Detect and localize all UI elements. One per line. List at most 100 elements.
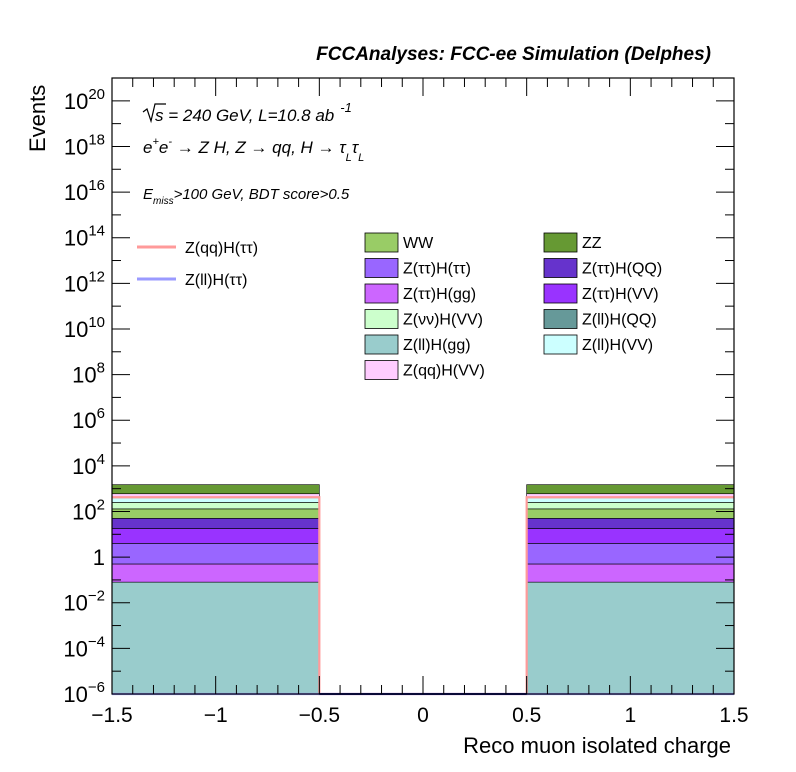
y-tick-base: 10	[72, 499, 96, 524]
y-tick-label: 108	[72, 360, 105, 388]
process-e: e	[143, 138, 152, 157]
y-tick-label: 1018	[64, 131, 105, 159]
cut-sub: miss	[153, 196, 174, 207]
tau-1: τ	[339, 138, 347, 157]
bar-zhvv-bin0	[111, 528, 320, 544]
y-tick-exp: 8	[97, 360, 105, 377]
svg-text:e+e- → Z H, Z → qq, H → τLτL: e+e- → Z H, Z → qq, H → τLτL	[143, 136, 364, 164]
y-tick-base: 10	[72, 408, 96, 433]
sqrt-s-text: s	[155, 106, 164, 125]
x-tick-labels: −1.5 −1 −0.5 0 0.5 1 1.5	[91, 704, 748, 727]
y-tick-exp: 6	[97, 405, 105, 422]
stacked-bars	[111, 484, 735, 695]
y-tick-base: 10	[64, 134, 88, 159]
svg-text:Emiss>100 GeV, BDT score>0.5: Emiss>100 GeV, BDT score>0.5	[143, 186, 350, 207]
legend-swatch-1	[543, 232, 578, 253]
legend-swatch-8	[364, 334, 399, 355]
y-tick-base: 10	[63, 636, 87, 661]
y-tick-base: 10	[72, 454, 96, 479]
bar-zhvv-bin0	[111, 502, 320, 510]
lumi-exponent: -1	[340, 100, 352, 115]
tau-2-sub: L	[358, 152, 364, 164]
bar-zz-bin2	[526, 484, 735, 495]
bar-zz-bin0	[111, 484, 320, 495]
legend-label-signal-0: Z(qq)H(ττ)	[185, 240, 258, 257]
x-tick-label: 0	[417, 704, 429, 727]
y-tick-exp: 20	[88, 86, 105, 103]
y-tick-exp: 14	[88, 223, 105, 240]
tau-2: τ	[352, 138, 360, 157]
y-tick-label: 1014	[64, 223, 105, 251]
y-tick-label: 1012	[64, 268, 105, 296]
bar-zhvv-bin2	[526, 528, 735, 544]
bar-zllhgg-bin2	[526, 581, 735, 695]
y-tick-base: 10	[64, 226, 88, 251]
bar-zh-bin2	[526, 543, 735, 565]
cut-rest: >100 GeV, BDT score>0.5	[174, 186, 350, 203]
y-tick-base: 10	[64, 317, 88, 342]
x-tick-label: −1	[204, 704, 228, 727]
bar-zhqq-bin0	[111, 518, 320, 529]
y-tick-base: 10	[64, 180, 88, 205]
process-e2: e	[159, 138, 168, 157]
legend-label-bg-9: Z(ll)H(VV)	[582, 337, 653, 354]
y-tick-exp: 10	[88, 314, 105, 331]
legend-swatch-6	[364, 309, 399, 329]
bar-zhgg-bin0	[111, 563, 320, 583]
y-tick-labels: 10−610−410−21102104106108101010121014101…	[63, 86, 105, 707]
legend-label-bg-6: Z(νν)H(VV)	[403, 312, 483, 329]
tau-1-sub: L	[346, 152, 352, 164]
x-axis-label: Reco muon isolated charge	[463, 733, 731, 758]
y-axis-label: Events	[25, 85, 50, 152]
y-tick-label: 10−4	[63, 633, 105, 661]
y-tick-exp: 18	[88, 131, 105, 148]
y-tick-exp: −2	[88, 588, 105, 605]
legend-label-bg-4: Z(ττ)H(gg)	[403, 286, 476, 303]
bar-zllhvv-bin0	[111, 497, 320, 503]
bar-zh-bin0	[111, 543, 320, 565]
legend-swatch-3	[543, 258, 578, 278]
axis-ticks	[111, 78, 735, 695]
legend-label-bg-8: Z(ll)H(gg)	[403, 337, 471, 354]
y-tick-label: 10−2	[63, 588, 105, 616]
y-tick-exp: 2	[97, 496, 105, 513]
y-tick-exp: 12	[88, 268, 105, 285]
annotation-cuts: Emiss>100 GeV, BDT score>0.5	[143, 186, 350, 207]
legend-swatch-7	[543, 309, 578, 329]
legend-label-bg-1: ZZ	[582, 235, 602, 252]
x-tick-label: 1	[624, 704, 636, 727]
y-tick-exp: −4	[88, 633, 105, 650]
process-plus: +	[152, 136, 159, 148]
y-tick-label: 106	[72, 405, 105, 433]
y-tick-exp: 16	[88, 177, 105, 194]
y-tick-base: 10	[63, 591, 87, 616]
x-tick-label: 1.5	[719, 704, 748, 727]
y-tick-exp: 4	[97, 451, 105, 468]
bar-zhvv-bin2	[526, 502, 735, 510]
legend-label-bg-3: Z(ττ)H(QQ)	[582, 261, 662, 278]
y-tick-label: 104	[72, 451, 105, 479]
bar-ww-bin0	[111, 508, 320, 519]
legend-label-bg-5: Z(ττ)H(VV)	[582, 286, 659, 303]
y-tick-base: 10	[64, 271, 88, 296]
y-tick-label: 1016	[64, 177, 105, 205]
legend-label-bg-7: Z(ll)H(QQ)	[582, 312, 657, 329]
y-tick-label: 1	[93, 545, 105, 570]
bar-zllhvv-bin2	[526, 497, 735, 503]
legend-label-bg-0: WW	[403, 235, 434, 252]
legend-swatch-4	[364, 283, 399, 304]
y-tick-label: 1020	[64, 86, 105, 114]
bar-zhqq-bin2	[526, 518, 735, 529]
legend-swatch-2	[364, 258, 399, 278]
y-tick-label: 102	[72, 496, 105, 524]
legend-label-bg-10: Z(qq)H(VV)	[403, 363, 485, 380]
legend-swatch-9	[543, 334, 578, 355]
svg-text:s = 240 GeV, L=10.8 ab-1: s = 240 GeV, L=10.8 ab -1	[155, 100, 352, 125]
annotation-energy: s = 240 GeV, L=10.8 ab -1	[142, 100, 352, 125]
y-tick-label: 10−6	[63, 679, 105, 707]
legend-swatch-0	[364, 232, 399, 253]
bar-zllhgg-bin0	[111, 581, 320, 695]
y-tick-exp: −6	[88, 679, 105, 696]
y-tick-base: 10	[63, 682, 87, 707]
